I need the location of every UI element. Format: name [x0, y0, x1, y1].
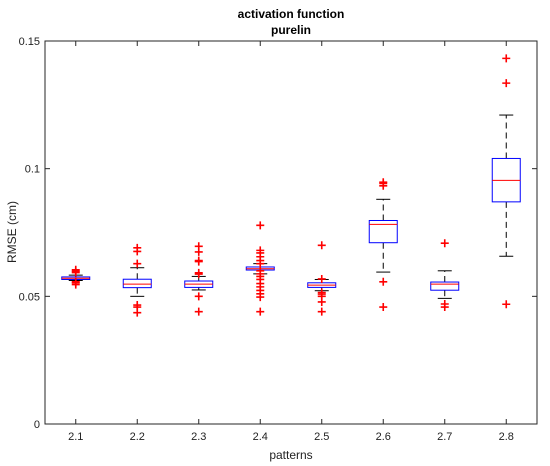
y-axis-label: RMSE (cm): [5, 201, 19, 263]
outlier-marker: [317, 274, 326, 283]
outlier-marker: [194, 247, 203, 256]
outlier-marker: [256, 307, 265, 316]
box-series: [61, 54, 521, 317]
box-2.8: [491, 54, 521, 309]
outlier-marker: [194, 257, 203, 266]
box-2.1: [61, 265, 91, 289]
box-2.7: [430, 239, 460, 312]
outlier-marker: [502, 300, 511, 309]
y-tick-label: 0: [34, 419, 40, 431]
x-tick-label: 2.5: [314, 431, 329, 443]
iqr-box: [122, 278, 152, 289]
outlier-marker: [379, 303, 388, 312]
outlier-marker: [133, 247, 142, 256]
y-tick-label: 0.15: [19, 36, 40, 48]
outlier-marker: [317, 307, 326, 316]
outlier-marker: [133, 308, 142, 317]
x-tick-label: 2.3: [191, 431, 206, 443]
y-tick-label: 0.1: [25, 164, 40, 176]
outlier-marker: [317, 297, 326, 306]
x-tick-label: 2.8: [499, 431, 514, 443]
outlier-marker: [379, 181, 388, 190]
outlier-marker: [194, 292, 203, 301]
x-tick-label: 2.4: [253, 431, 268, 443]
outlier-marker: [256, 293, 265, 302]
outlier-marker: [133, 259, 142, 268]
x-tick-label: 2.2: [130, 431, 145, 443]
x-axis: 2.1 2.2 2.3 2.4 2.5 2.6 2.7 2.8: [68, 41, 514, 443]
x-tick-label: 2.1: [68, 431, 83, 443]
outlier-marker: [379, 277, 388, 286]
chart-subtitle: purelin: [271, 23, 311, 37]
box-2.2: [122, 243, 152, 317]
plot-area-frame: [44, 40, 538, 425]
outlier-marker: [256, 221, 265, 230]
chart-title: activation function: [238, 7, 345, 21]
outlier-marker: [194, 270, 203, 279]
iqr-box: [368, 219, 398, 244]
iqr-box: [430, 281, 460, 291]
outlier-marker: [440, 239, 449, 248]
outlier-marker: [194, 307, 203, 316]
outlier-marker: [502, 79, 511, 88]
outlier-marker: [440, 303, 449, 312]
outlier-marker: [502, 54, 511, 63]
outlier-marker: [256, 259, 265, 268]
y-axis: 0 0.05 0.1 0.15: [19, 36, 537, 431]
box-2.6: [368, 178, 398, 312]
outlier-marker: [71, 265, 80, 274]
x-axis-label: patterns: [269, 448, 312, 462]
box-2.3: [184, 242, 214, 316]
outlier-marker: [317, 241, 326, 250]
outlier-marker: [71, 277, 80, 286]
x-tick-label: 2.6: [376, 431, 391, 443]
box-2.4: [245, 221, 275, 316]
box-2.5: [307, 241, 337, 316]
x-tick-label: 2.7: [437, 431, 452, 443]
y-tick-label: 0.05: [19, 291, 40, 303]
